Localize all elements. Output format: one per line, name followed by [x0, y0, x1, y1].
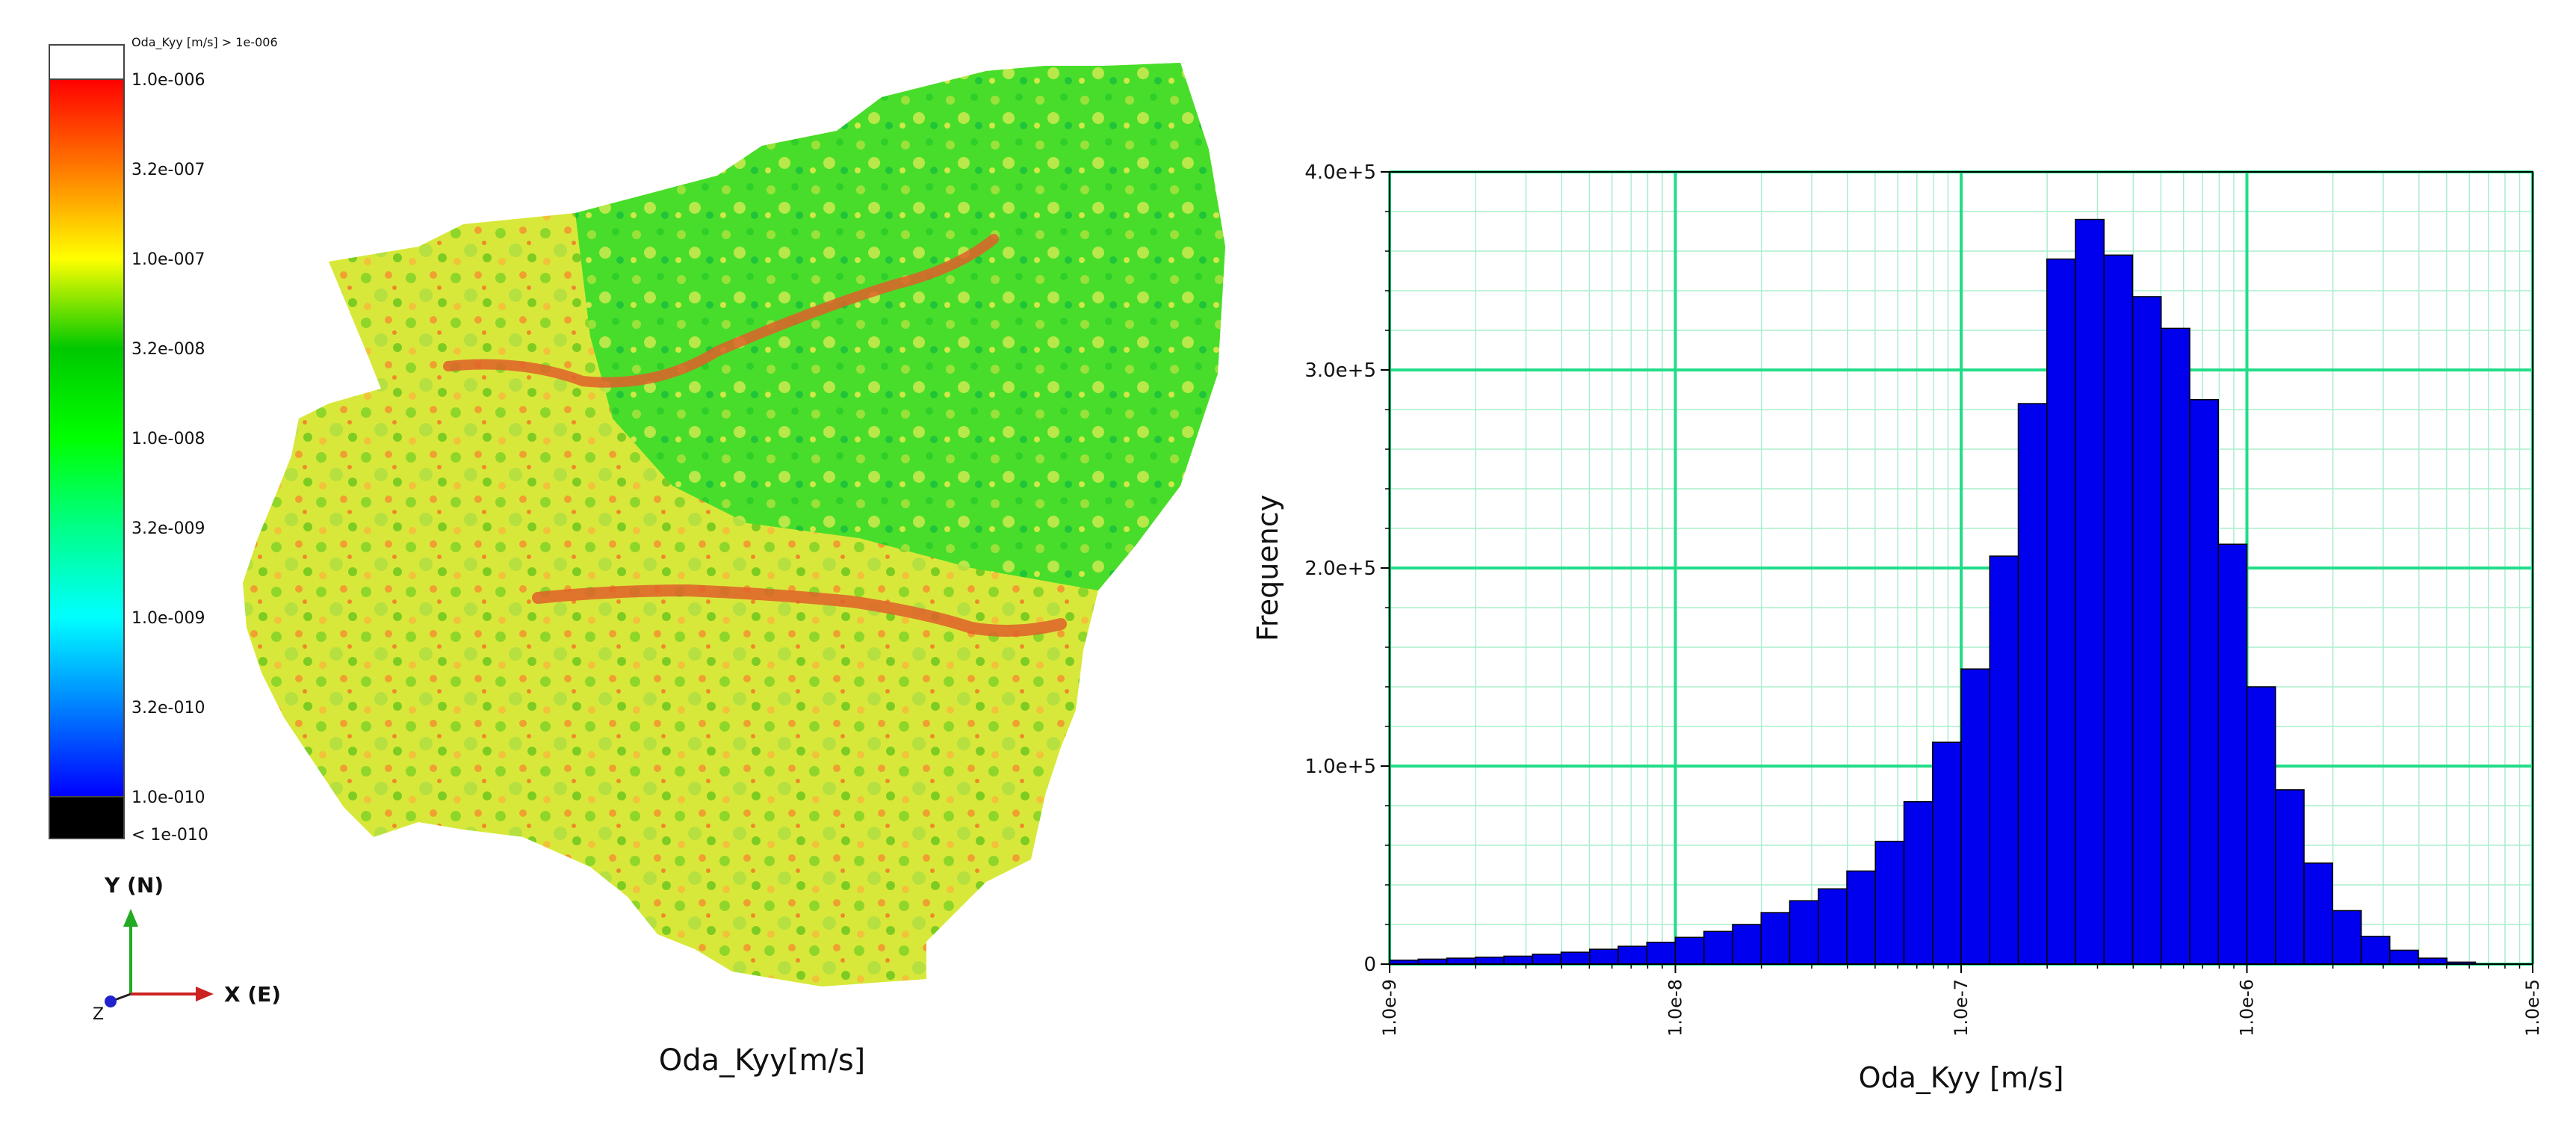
histogram-bar — [2246, 686, 2276, 965]
y-tick-label: 0 — [1363, 954, 1376, 976]
y-tick-label: 2.0e+5 — [1304, 558, 1376, 580]
map-svg: Oda_Kyy [m/s] > 1e-006 1.0e-006 3.2e-007 1… — [49, 35, 1225, 1078]
x-tick-label: 1.0e-8 — [1665, 979, 1686, 1037]
histogram-bar — [1874, 840, 1905, 965]
histogram-bar — [2131, 296, 2162, 965]
z-axis-origin — [105, 995, 117, 1007]
histogram-bar — [1903, 800, 1933, 965]
legend-tick-label: 3.2e-008 — [131, 340, 205, 359]
histogram-bar — [1503, 955, 1533, 965]
y-tick-label: 3.0e+5 — [1304, 359, 1376, 382]
histogram-bar — [1846, 870, 1876, 965]
histogram-svg: 01.0e+52.0e+53.0e+54.0e+5 1.0e-9 1.0e-8 1.… — [1251, 161, 2543, 1094]
histogram-bar — [1646, 942, 1676, 965]
legend-gradient-bar — [49, 78, 125, 797]
y-tick-label: 1.0e+5 — [1304, 756, 1376, 778]
histogram-bar — [2418, 957, 2447, 965]
legend-tick-label: 3.2e-007 — [131, 161, 205, 179]
histogram-bar — [1760, 912, 1791, 965]
histogram-bar — [2303, 862, 2333, 965]
histogram-bar — [1560, 951, 1591, 965]
y-axis-ticks: 0 1.0e+5 2.0e+5 3.0e+5 4.0e+5 — [1304, 161, 1390, 976]
histogram-bar — [2189, 399, 2219, 965]
legend-under-swatch — [49, 796, 125, 839]
map-green-zone — [575, 63, 1225, 590]
histogram-bar — [1475, 956, 1505, 965]
histogram-bar — [2217, 543, 2248, 965]
map-caption: Oda_Kyy[m/s] — [659, 1043, 866, 1078]
x-tick-label: 1.0e-7 — [1951, 979, 1972, 1037]
histogram-bar — [2075, 218, 2105, 965]
z-axis-label: Z — [93, 1005, 104, 1024]
legend-under-label: < 1e-010 — [131, 826, 208, 845]
fracture-zone-lower — [532, 584, 1067, 637]
permeability-map — [243, 63, 1225, 987]
fracture-zone-upper — [443, 234, 999, 388]
axis-triad: Y (N) X (E) Z — [93, 873, 281, 1024]
legend-tick-label: 1.0e-009 — [131, 609, 205, 628]
histogram-bar — [2161, 327, 2190, 965]
x-axis-title: Oda_Kyy [m/s] — [1859, 1061, 2064, 1094]
histogram-bar — [1703, 930, 1733, 965]
histogram-bar — [2360, 936, 2391, 965]
y-axis-title: Frequency — [1251, 495, 1284, 641]
histogram-bar — [2332, 910, 2362, 965]
histogram-bar — [1960, 668, 1990, 965]
legend-tick-label: 1.0e-007 — [131, 250, 205, 269]
histogram-bar — [2275, 789, 2305, 965]
histogram-bar — [2046, 258, 2076, 965]
y-tick-label: 4.0e+5 — [1304, 161, 1376, 184]
legend-tick-label: 1.0e-006 — [131, 71, 205, 90]
y-axis-arrowhead — [123, 909, 138, 927]
x-tick-label: 1.0e-5 — [2522, 979, 2543, 1037]
histogram-bar — [2389, 949, 2419, 965]
histogram-bar — [2103, 254, 2134, 965]
x-axis-arrowhead — [196, 987, 214, 1001]
histogram-bars — [1389, 218, 2477, 965]
histogram-bar — [1789, 900, 1819, 965]
histogram-bar — [1532, 954, 1562, 965]
color-legend: Oda_Kyy [m/s] > 1e-006 1.0e-006 3.2e-007 1… — [49, 35, 278, 845]
histogram-bar — [2017, 403, 2048, 965]
histogram-bar — [1589, 948, 1619, 965]
histogram-bar — [1617, 945, 1647, 965]
legend-tick-label: 1.0e-008 — [131, 430, 205, 448]
histogram-bar — [1818, 888, 1848, 965]
legend-tick-label: 3.2e-009 — [131, 519, 205, 538]
legend-over-swatch — [49, 44, 125, 80]
permeability-map-panel: Oda_Kyy [m/s] > 1e-006 1.0e-006 3.2e-007 1… — [0, 0, 1270, 1133]
legend-tick-label: 3.2e-010 — [131, 699, 205, 717]
x-axis-ticks: 1.0e-9 1.0e-8 1.0e-7 1.0e-6 1.0e-5 — [1379, 964, 2543, 1037]
legend-tick-label: 1.0e-010 — [131, 788, 205, 807]
x-tick-label: 1.0e-9 — [1379, 979, 1400, 1037]
x-tick-label: 1.0e-6 — [2237, 979, 2258, 1037]
histogram-bar — [1932, 741, 1962, 965]
legend-over-label: Oda_Kyy [m/s] > 1e-006 — [131, 35, 278, 50]
histogram-bar — [1989, 555, 2019, 965]
y-axis-label: Y (N) — [104, 873, 164, 898]
histogram-bar — [1732, 924, 1762, 965]
histogram-bar — [1446, 957, 1476, 965]
x-axis-label: X (E) — [224, 982, 281, 1007]
histogram-bar — [1674, 936, 1705, 965]
histogram-panel: 0 1.0e+5 2.0e+5 3.0e+5 4.0e+5 1.0e-9 1.0e-8 1.… — [1233, 0, 2576, 1133]
